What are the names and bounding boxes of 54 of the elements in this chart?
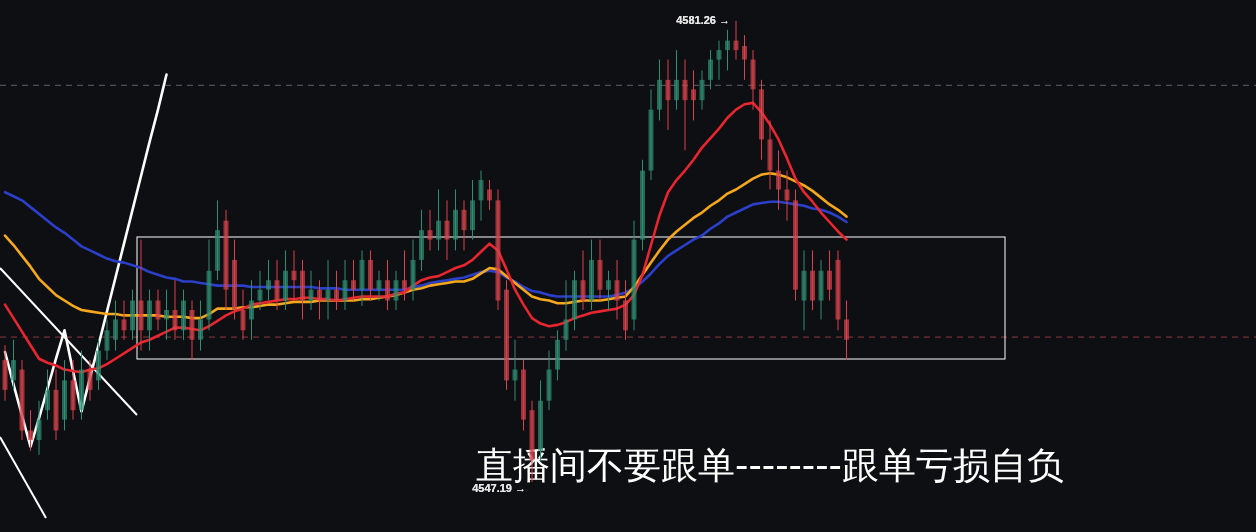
candlestick <box>614 259 620 320</box>
candlestick <box>844 300 849 361</box>
candlestick <box>28 409 33 452</box>
candlestick <box>164 289 169 341</box>
candlestick <box>512 339 518 402</box>
candlestick <box>699 69 705 111</box>
candlestick <box>427 209 433 251</box>
candlestick <box>461 199 467 251</box>
candlestick <box>87 359 93 402</box>
candlestick <box>342 259 348 311</box>
candlestick <box>334 270 339 311</box>
candlestick <box>402 249 407 302</box>
candlestick <box>325 259 331 320</box>
candlestick <box>563 279 569 352</box>
candlestick <box>385 259 390 311</box>
candlestick <box>198 300 203 352</box>
candlestick <box>393 270 399 311</box>
candlestick <box>249 279 254 341</box>
candlestick <box>11 339 16 391</box>
candlestick <box>487 179 492 211</box>
candlestick <box>121 300 127 341</box>
candlestick <box>291 249 297 302</box>
candlestick <box>317 279 322 320</box>
candlestick <box>784 170 790 222</box>
candlestick <box>274 259 280 311</box>
candlestick <box>113 300 118 352</box>
candlestick <box>266 259 271 302</box>
candlestick <box>606 270 611 311</box>
candlestick <box>691 69 696 121</box>
candlestick <box>376 270 382 302</box>
candlestick <box>776 149 781 211</box>
candlestick <box>436 189 441 251</box>
candlestick <box>444 199 450 261</box>
candlestick <box>742 34 747 81</box>
candlestick <box>674 49 679 111</box>
candlestick <box>580 249 586 311</box>
candlestick <box>682 59 688 151</box>
candlestick <box>45 369 50 421</box>
candlestick <box>308 270 314 311</box>
candlestick <box>36 400 42 456</box>
candlestick <box>155 289 161 331</box>
candlestick <box>725 29 730 71</box>
candlestick <box>665 59 671 131</box>
candlestick <box>827 249 832 302</box>
candlestick <box>104 318 110 361</box>
candlestick <box>240 289 246 341</box>
candlestick <box>257 270 263 311</box>
annotation: 4581.26 → <box>676 13 730 26</box>
candlestick <box>716 40 722 81</box>
candlestick <box>708 49 713 90</box>
candlestick <box>733 20 739 61</box>
candlestick <box>172 279 178 341</box>
candlestick <box>351 259 356 302</box>
candlestick <box>478 170 484 222</box>
